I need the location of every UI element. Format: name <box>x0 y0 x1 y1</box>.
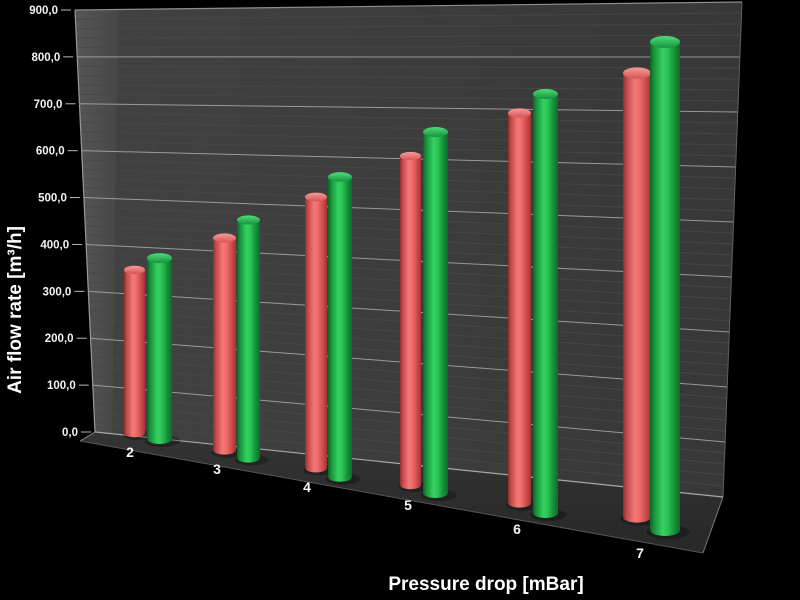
floor-right-edge <box>702 496 724 554</box>
minor-gridline <box>76 34 741 39</box>
wall-top-edge <box>74 1 743 11</box>
red-bar <box>305 196 327 468</box>
floor-front-edge <box>79 440 704 554</box>
chart-scene: 0,0 100,0 200,0 300,0 400,0 500,0 600,0 700,0 80… <box>29 1 743 561</box>
minor-gridline <box>76 45 741 49</box>
green-bar <box>533 93 558 513</box>
y-tick-label: 500,0 <box>38 193 67 205</box>
green-bar <box>650 41 680 531</box>
y-tick-label: 600,0 <box>36 146 65 158</box>
y-tick-label: 300,0 <box>43 286 72 298</box>
red-bar <box>623 73 651 517</box>
green-bar <box>423 131 448 494</box>
red-bar <box>213 237 236 450</box>
minor-gridline <box>77 65 740 69</box>
chart-floor <box>80 432 723 553</box>
x-category-label: 4 <box>303 479 311 495</box>
y-tick-label: 100,0 <box>47 380 76 392</box>
wall-right-edge <box>722 1 743 498</box>
green-bar <box>147 258 172 439</box>
chart-left-wall <box>75 9 118 434</box>
y-tick-label: 400,0 <box>40 239 69 251</box>
x-category-label: 3 <box>213 461 221 477</box>
green-bar-cap <box>237 215 260 225</box>
red-bar <box>124 269 145 433</box>
x-category-label: 7 <box>636 545 644 561</box>
green-bar-cap <box>328 172 352 182</box>
green-bar <box>328 176 352 477</box>
green-bar-cap <box>147 253 172 264</box>
y-tick-label: 800,0 <box>31 52 60 64</box>
y-tick-label: 0,0 <box>62 427 78 439</box>
red-bar-cap <box>213 233 236 243</box>
y-axis-title: Air flow rate [m³/h] <box>5 226 26 394</box>
red-bar-cap <box>508 108 531 118</box>
x-category-label: 2 <box>126 444 134 460</box>
green-bar-cap <box>423 126 448 137</box>
x-category-label: 5 <box>404 497 412 513</box>
red-bar-cap <box>305 192 327 202</box>
red-bar <box>508 113 531 504</box>
y-tick-label: 200,0 <box>45 333 74 345</box>
red-bar-cap <box>124 265 145 275</box>
y-tick-label: 700,0 <box>34 99 63 111</box>
red-bar <box>400 156 421 485</box>
minor-gridline <box>75 23 742 30</box>
x-axis-corner-line <box>79 431 96 442</box>
red-bar-cap <box>623 67 651 79</box>
green-bar <box>237 219 260 458</box>
green-bar-cap <box>533 88 558 99</box>
x-category-label: 6 <box>513 521 521 537</box>
minor-gridline <box>75 12 742 20</box>
y-tick-label: 900,0 <box>29 5 58 17</box>
y-axis-line <box>74 9 96 433</box>
green-bar-cap <box>650 35 680 48</box>
red-bar-cap <box>400 151 421 161</box>
x-axis-title: Pressure drop [mBar] <box>388 574 583 595</box>
